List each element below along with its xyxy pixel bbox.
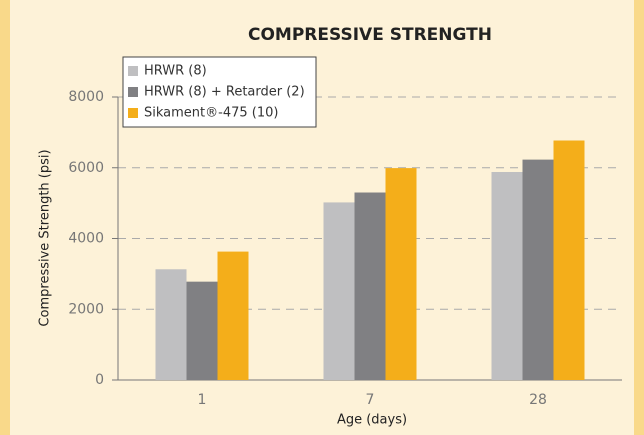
- bar: [323, 202, 355, 380]
- legend-label: Sikament®-475 (10): [144, 106, 278, 121]
- y-tick-label: 8000: [68, 89, 104, 105]
- y-tick-label: 0: [95, 372, 104, 388]
- x-tick-label: 1: [198, 392, 207, 408]
- y-tick-label: 6000: [68, 160, 104, 176]
- legend-label: HRWR (8) + Retarder (2): [144, 85, 305, 100]
- bar: [155, 269, 187, 380]
- bar: [553, 140, 585, 380]
- bar: [354, 192, 386, 380]
- legend-label: HRWR (8): [144, 64, 207, 79]
- legend-swatch: [128, 87, 138, 97]
- x-tick-label: 7: [366, 392, 375, 408]
- legend-box: [122, 56, 317, 128]
- x-axis-label: Age (days): [337, 413, 407, 428]
- bar: [385, 168, 417, 380]
- bar: [522, 159, 554, 380]
- x-tick-label: 28: [529, 392, 547, 408]
- chart-title: COMPRESSIVE STRENGTH: [248, 25, 492, 45]
- legend-swatch: [128, 66, 138, 76]
- bar: [491, 171, 523, 380]
- y-tick-label: 4000: [68, 231, 104, 247]
- bar: [217, 251, 249, 380]
- y-axis-label: Compressive Strength (psi): [38, 149, 53, 326]
- bar: [186, 281, 218, 380]
- legend-swatch: [128, 108, 138, 118]
- y-tick-label: 2000: [68, 301, 104, 317]
